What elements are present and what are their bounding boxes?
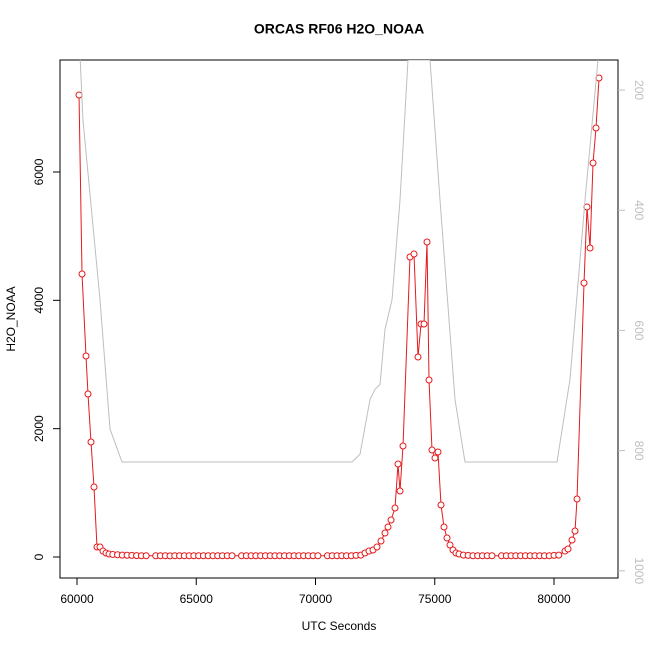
data-point bbox=[399, 442, 407, 450]
data-point bbox=[573, 495, 581, 503]
data-point bbox=[564, 545, 572, 553]
data-point bbox=[443, 534, 451, 542]
y-tick-label: 6000 bbox=[32, 158, 46, 185]
data-point bbox=[434, 448, 442, 456]
y2-tick-label: 200 bbox=[632, 80, 646, 100]
data-point bbox=[394, 460, 402, 468]
data-point bbox=[571, 527, 579, 535]
x-tick-label: 70000 bbox=[299, 592, 333, 606]
x-axis-label: UTC Seconds bbox=[302, 619, 377, 633]
y-tick-label: 0 bbox=[32, 553, 46, 560]
data-point bbox=[142, 552, 150, 560]
data-point bbox=[589, 159, 597, 167]
y2-tick-label: 800 bbox=[632, 441, 646, 461]
data-point bbox=[568, 536, 576, 544]
data-point bbox=[75, 91, 83, 99]
data-point bbox=[387, 516, 395, 524]
data-point bbox=[440, 523, 448, 531]
data-point bbox=[391, 504, 399, 512]
data-point bbox=[428, 446, 436, 454]
y2-tick-label: 400 bbox=[632, 200, 646, 220]
x-tick-label: 75000 bbox=[418, 592, 452, 606]
data-point bbox=[314, 552, 322, 560]
data-point bbox=[87, 438, 95, 446]
x-tick-label: 60000 bbox=[60, 592, 94, 606]
y2-line bbox=[79, 60, 599, 463]
chart-title: ORCAS RF06 H2O_NOAA bbox=[254, 21, 424, 37]
data-point bbox=[586, 244, 594, 252]
data-point bbox=[90, 483, 98, 491]
y2-tick-label: 600 bbox=[632, 320, 646, 340]
data-point bbox=[377, 537, 385, 545]
data-line bbox=[78, 77, 600, 557]
data-point bbox=[78, 270, 86, 278]
data-point bbox=[446, 541, 454, 549]
data-point bbox=[82, 352, 90, 360]
data-point bbox=[420, 320, 428, 328]
data-point bbox=[423, 238, 431, 246]
x-tick-label: 65000 bbox=[180, 592, 214, 606]
y-tick-label: 2000 bbox=[32, 415, 46, 442]
data-point bbox=[410, 250, 418, 258]
data-point bbox=[555, 551, 563, 559]
data-point bbox=[381, 529, 389, 537]
data-point bbox=[431, 454, 439, 462]
data-point bbox=[425, 376, 433, 384]
x-tick-label: 80000 bbox=[537, 592, 571, 606]
data-point bbox=[396, 487, 404, 495]
data-point bbox=[84, 390, 92, 398]
plot-area bbox=[75, 60, 603, 560]
data-point bbox=[384, 523, 392, 531]
data-point bbox=[414, 353, 422, 361]
data-point bbox=[228, 552, 236, 560]
data-point bbox=[437, 501, 445, 509]
data-point bbox=[592, 124, 600, 132]
y2-tick-label: 1000 bbox=[632, 557, 646, 584]
y-tick-label: 4000 bbox=[32, 287, 46, 314]
data-point bbox=[580, 279, 588, 287]
data-point bbox=[373, 543, 381, 551]
plot-frame bbox=[59, 59, 619, 579]
data-point bbox=[488, 552, 496, 560]
y-axis-label: H2O_NOAA bbox=[4, 286, 18, 351]
